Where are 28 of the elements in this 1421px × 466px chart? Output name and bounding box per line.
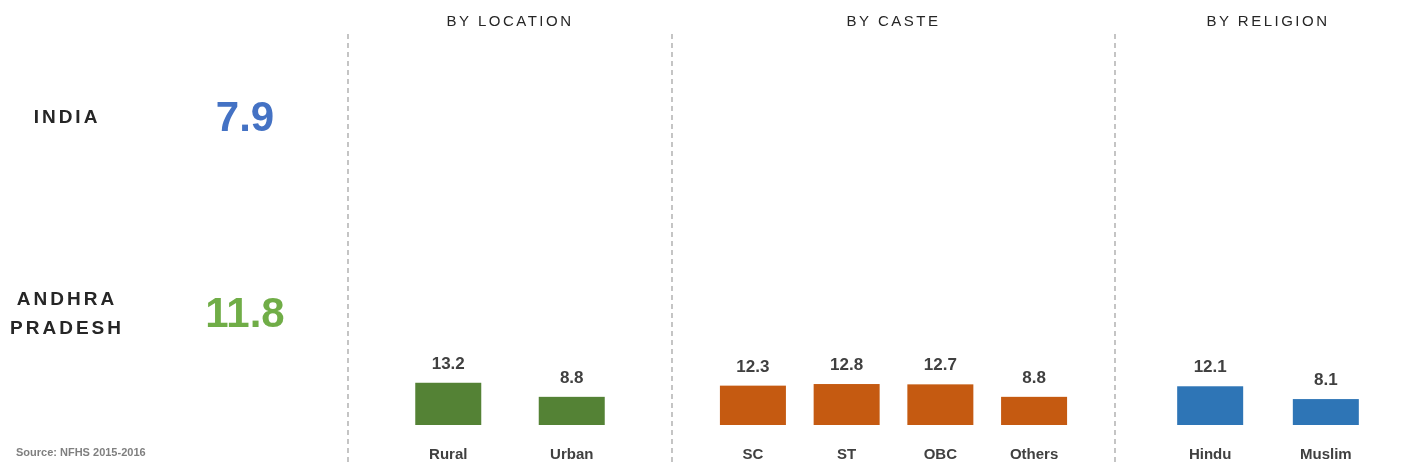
x-tick-label: Rural xyxy=(429,445,468,462)
x-tick-label: Hindu xyxy=(1188,445,1232,462)
x-tick-label: OBC xyxy=(923,445,958,462)
category-label: ANDHRA PRADESH xyxy=(10,287,124,338)
bar xyxy=(907,384,974,425)
data-label: 12.1 xyxy=(1193,357,1227,377)
x-tick-label: Others xyxy=(1009,445,1059,462)
data-label: 7.9 xyxy=(215,93,275,141)
chart-title: BY CASTE xyxy=(846,12,941,29)
chart-title: BY RELIGION xyxy=(1206,12,1330,29)
data-label: 12.7 xyxy=(923,355,957,375)
x-tick-label: Urban xyxy=(550,445,594,462)
x-tick-label: Muslim xyxy=(1299,445,1352,462)
data-label: 8.1 xyxy=(1314,370,1338,390)
data-label: 12.8 xyxy=(830,355,864,375)
source-note: Source: NFHS 2015-2016 xyxy=(16,446,146,458)
data-label: 8.8 xyxy=(1022,367,1046,387)
x-tick-label: ST xyxy=(837,445,857,462)
bar xyxy=(1001,396,1068,425)
data-label: 11.8 xyxy=(205,289,285,337)
data-label: 8.8 xyxy=(559,367,584,387)
data-label: 13.2 xyxy=(431,353,465,373)
bar xyxy=(719,385,786,425)
data-label: 12.3 xyxy=(736,356,770,376)
chart-title: BY LOCATION xyxy=(446,12,574,29)
x-tick-label: SC xyxy=(742,445,764,462)
category-label: INDIA xyxy=(33,106,101,128)
bar xyxy=(813,384,880,425)
